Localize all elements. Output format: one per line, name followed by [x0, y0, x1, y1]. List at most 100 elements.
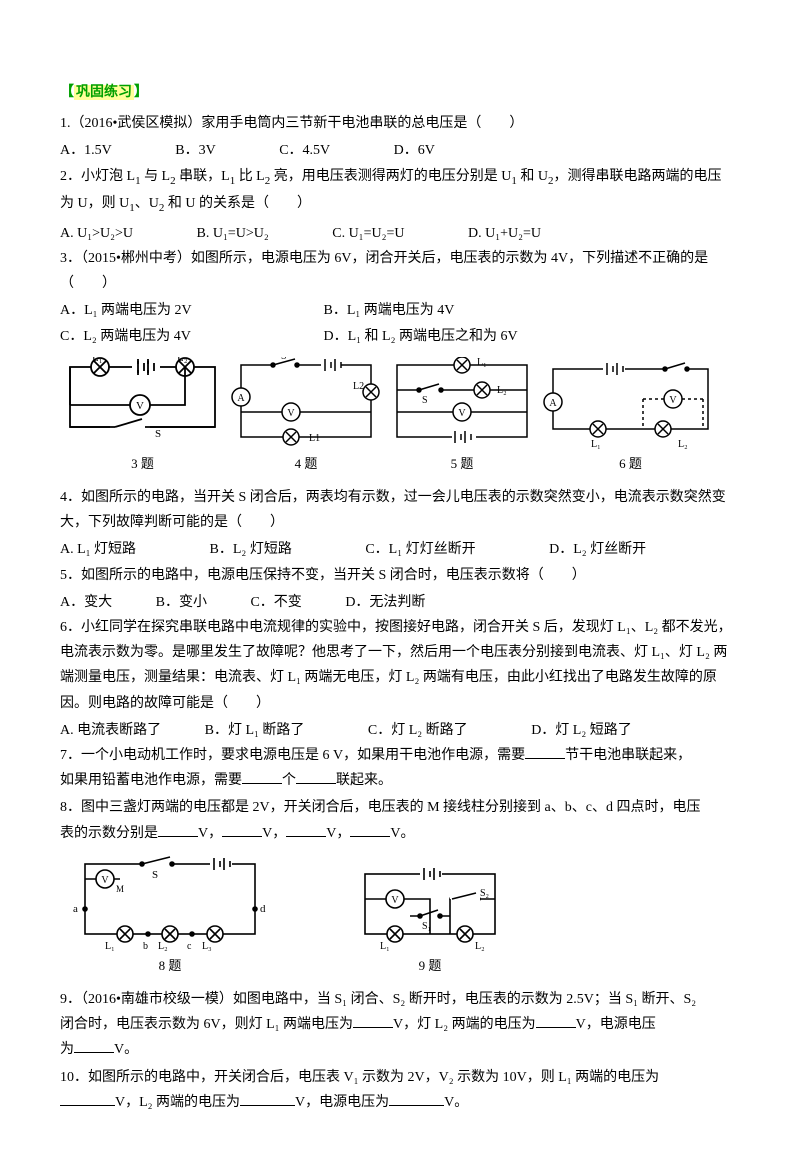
q2-options: A. U₁>U₂>U B. U₁=U>U₂ C. U₁=U₂=U D. U₁+U… [60, 221, 740, 246]
q2-opt-d: D. U₁+U₂=U [468, 221, 541, 246]
q7: 7．一个小电动机工作时，要求电源电压是 6 V，如果用干电池作电源，需要节干电池… [60, 743, 740, 793]
fig4-label: 4 题 [231, 452, 381, 475]
fig9: V S₂ S₁ L₁ L₂ 9 题 [350, 864, 510, 977]
q2-opt-c: C. U₁=U₂=U [332, 221, 404, 246]
blank [60, 1105, 115, 1106]
q1-opt-c: C．4.5V [279, 138, 330, 163]
svg-text:L₁: L₁ [92, 357, 103, 364]
q3-options: A．L₁ 两端电压为 2V B．L₁ 两端电压为 4V C．L₂ 两端电压为 4… [60, 298, 740, 348]
q3-opt-c: C．L₂ 两端电压为 4V [60, 324, 320, 349]
svg-text:V: V [458, 408, 466, 419]
circuit-4-icon: S A L2 V L1 [231, 357, 381, 452]
svg-text:V: V [101, 875, 109, 886]
q6: 6．小红同学在探究串联电路中电流规律的实验中，按图接好电路，闭合开关 S 后，发… [60, 615, 740, 716]
q1-options: A．1.5V B．3V C．4.5V D．6V [60, 138, 740, 163]
q1: 1.（2016•武侯区模拟）家用手电筒内三节新干电池串联的总电压是（ ） [60, 111, 740, 136]
q4-opt-d: D．L₂ 灯丝断开 [549, 537, 646, 562]
q10: 10．如图所示的电路中，开关闭合后，电压表 V₁ 示数为 2V，V₂ 示数为 1… [60, 1065, 740, 1115]
q6-options: A. 电流表断路了 B．灯 L₁ 断路了 C．灯 L₂ 断路了 D．灯 L₂ 短… [60, 718, 740, 743]
svg-text:L₁: L₁ [105, 941, 115, 952]
svg-text:S: S [422, 395, 428, 406]
svg-text:a: a [73, 903, 78, 915]
q5-opt-b: B．变小 [156, 590, 207, 615]
svg-text:b: b [143, 941, 148, 952]
svg-text:L₂: L₂ [158, 941, 168, 952]
q5-opt-d: D．无法判断 [345, 590, 425, 615]
blank [525, 758, 565, 759]
fig3: V L₁ L₂ S 3 题 [60, 357, 225, 475]
q4-opt-a: A. L₁ 灯短路 [60, 537, 136, 562]
q4-options: A. L₁ 灯短路 B．L₂ 灯短路 C．L₁ 灯灯丝断开 D．L₂ 灯丝断开 [60, 537, 740, 562]
q3-opt-b: B．L₁ 两端电压为 4V [324, 303, 455, 318]
q5-opt-c: C．不变 [250, 590, 301, 615]
svg-text:V: V [669, 395, 677, 406]
circuit-5-icon: L₁ S L₂ V [387, 357, 537, 452]
blank [222, 836, 262, 837]
svg-text:M: M [116, 884, 124, 894]
svg-text:L₁: L₁ [591, 439, 601, 450]
circuit-8-icon: V M S a d L₁ b L₂ c [70, 854, 270, 954]
figure-row-1: V L₁ L₂ S 3 题 S [60, 357, 740, 475]
section-title: 【巩固练习】 [60, 80, 740, 105]
blank [296, 783, 336, 784]
fig9-label: 9 题 [350, 954, 510, 977]
svg-text:S: S [155, 428, 161, 440]
q1-opt-d: D．6V [394, 138, 435, 163]
circuit-3-icon: V L₁ L₂ S [60, 357, 225, 452]
blank [536, 1027, 576, 1028]
fig6-label: 6 题 [543, 452, 718, 475]
fig5: L₁ S L₂ V 5 题 [387, 357, 537, 475]
blank [158, 836, 198, 837]
q4-opt-c: C．L₁ 灯灯丝断开 [365, 537, 475, 562]
svg-text:L₁: L₁ [477, 357, 487, 368]
svg-text:V: V [287, 408, 295, 419]
q2-opt-b: B. U₁=U>U₂ [197, 221, 269, 246]
svg-text:L₂: L₂ [475, 941, 485, 952]
q6-stem: 6．小红同学在探究串联电路中电流规律的实验中，按图接好电路，闭合开关 S 后，发… [60, 620, 732, 711]
q3-opt-a: A．L₁ 两端电压为 2V [60, 298, 320, 323]
q1-opt-b: B．3V [175, 138, 215, 163]
q3: 3．（2015•郴州中考）如图所示，电源电压为 6V，闭合开关后，电压表的示数为… [60, 246, 740, 296]
blank [240, 1105, 295, 1106]
blank [286, 836, 326, 837]
fig3-label: 3 题 [60, 452, 225, 475]
q2: 2．小灯泡 L1 与 L2 串联，L1 比 L2 亮，用电压表测得两灯的电压分别… [60, 164, 740, 219]
q4-opt-b: B．L₂ 灯短路 [210, 537, 292, 562]
fig6: A V L₁ L₂ 6 题 [543, 357, 718, 475]
q6-opt-c: C．灯 L₂ 断路了 [368, 718, 468, 743]
circuit-6-icon: A V L₁ L₂ [543, 357, 718, 452]
q6-opt-d: D．灯 L₂ 短路了 [531, 718, 632, 743]
svg-text:V: V [391, 895, 399, 906]
blank [389, 1105, 444, 1106]
q1-stem: 1.（2016•武侯区模拟）家用手电筒内三节新干电池串联的总电压是（ ） [60, 116, 523, 131]
svg-text:L₃: L₃ [202, 941, 212, 952]
svg-text:S₁: S₁ [422, 921, 431, 932]
q3-stem: 3．（2015•郴州中考）如图所示，电源电压为 6V，闭合开关后，电压表的示数为… [60, 251, 708, 291]
svg-text:S: S [281, 357, 287, 362]
svg-text:L1: L1 [309, 433, 320, 444]
figure-row-2: V M S a d L₁ b L₂ c [70, 854, 740, 977]
q6-opt-b: B．灯 L₁ 断路了 [205, 718, 305, 743]
q5: 5．如图所示的电路中，电源电压保持不变，当开关 S 闭合时，电压表示数将（ ） [60, 563, 740, 588]
svg-text:V: V [136, 400, 144, 412]
svg-text:A: A [237, 393, 245, 404]
q5-stem: 5．如图所示的电路中，电源电压保持不变，当开关 S 闭合时，电压表示数将（ ） [60, 568, 586, 583]
fig8: V M S a d L₁ b L₂ c [70, 854, 270, 977]
svg-text:S: S [152, 869, 158, 881]
blank [74, 1052, 114, 1053]
q3-opt-d: D．L₁ 和 L₂ 两端电压之和为 6V [324, 329, 518, 344]
svg-text:c: c [187, 941, 192, 952]
q5-options: A．变大 B．变小 C．不变 D．无法判断 [60, 590, 740, 615]
circuit-9-icon: V S₂ S₁ L₁ L₂ [350, 864, 510, 954]
blank [353, 1027, 393, 1028]
q2-opt-a: A. U₁>U₂>U [60, 221, 133, 246]
q6-opt-a: A. 电流表断路了 [60, 718, 161, 743]
svg-text:S₂: S₂ [480, 888, 489, 899]
q8: 8．图中三盏灯两端的电压都是 2V，开关闭合后，电压表的 M 接线柱分别接到 a… [60, 795, 740, 845]
q4: 4．如图所示的电路，当开关 S 闭合后，两表均有示数，过一会儿电压表的示数突然变… [60, 485, 740, 535]
blank [242, 783, 282, 784]
q9: 9．（2016•南雄市校级一模）如图电路中，当 S₁ 闭合、S₂ 断开时，电压表… [60, 987, 740, 1063]
blank [350, 836, 390, 837]
svg-text:L₂: L₂ [177, 357, 188, 364]
q5-opt-a: A．变大 [60, 590, 112, 615]
